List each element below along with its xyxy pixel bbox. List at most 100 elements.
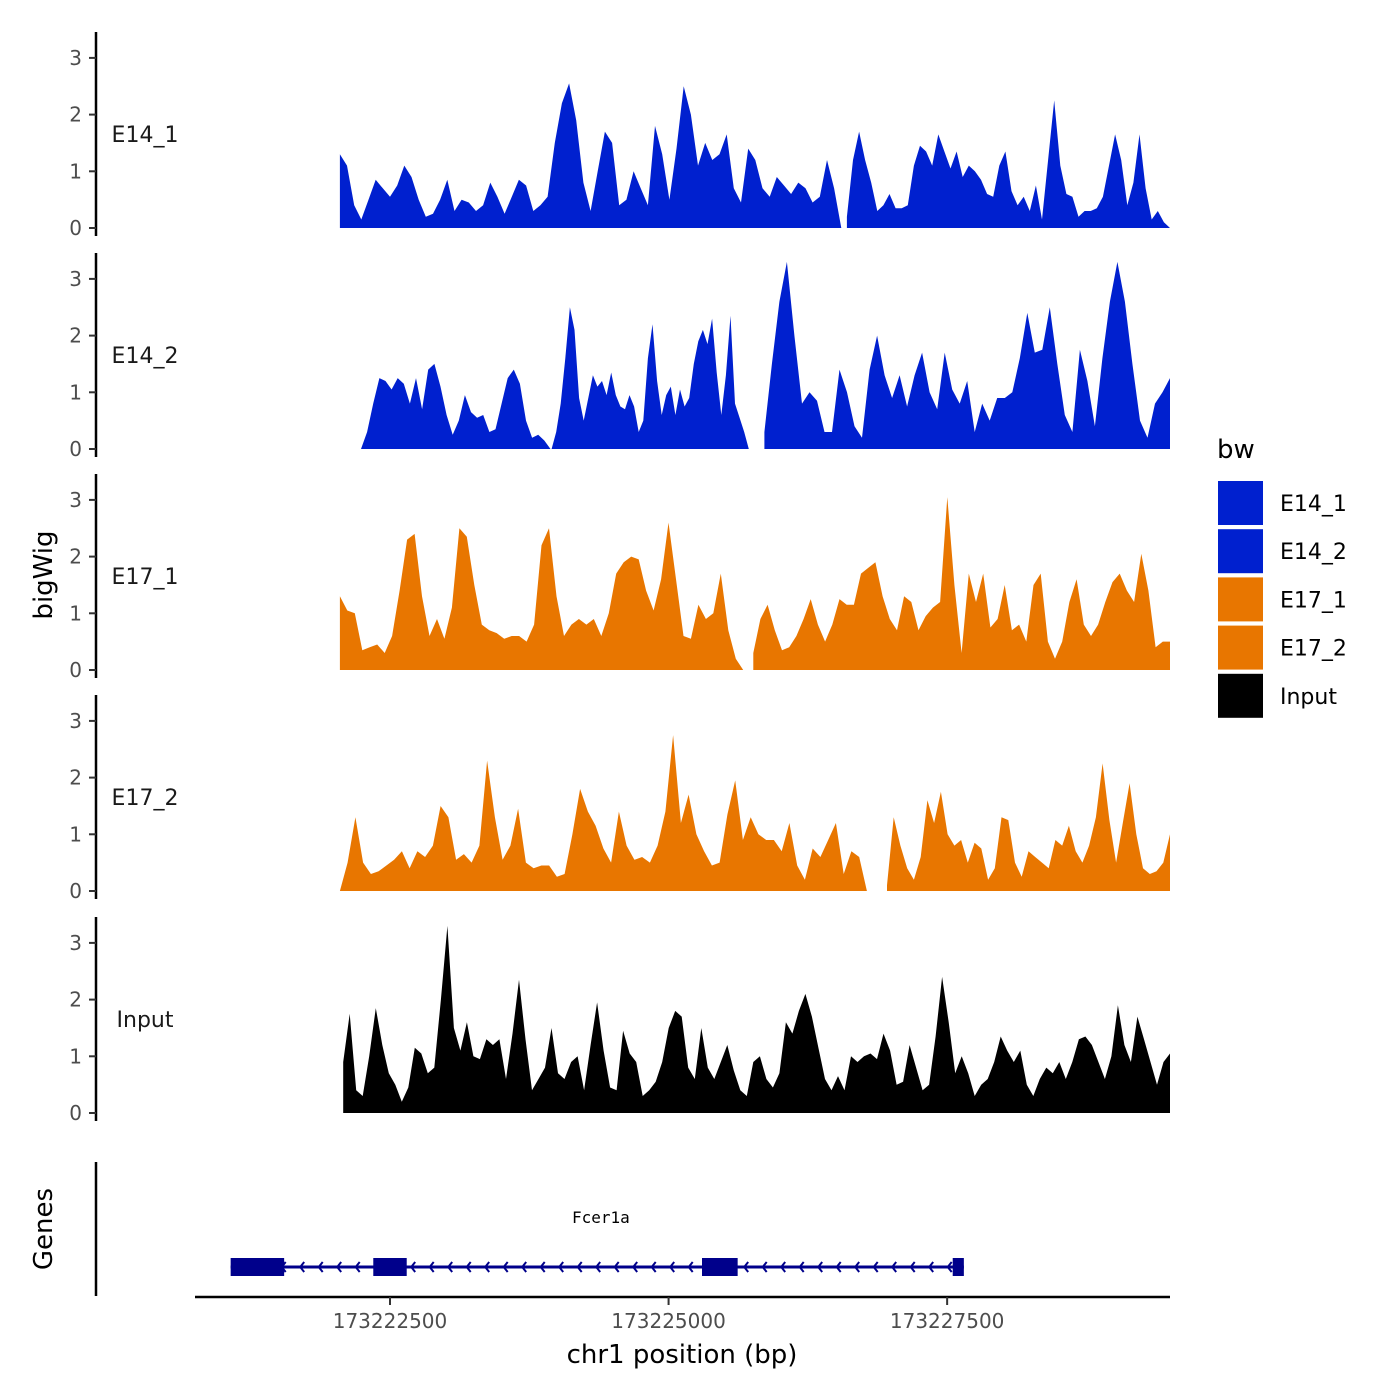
strand-arrow — [687, 1261, 694, 1273]
gene-model — [230, 1258, 964, 1276]
y-axis-title: bigWig — [29, 530, 59, 619]
legend-item: Input — [1218, 673, 1337, 718]
strand-arrow — [465, 1261, 472, 1273]
coverage-area — [551, 307, 749, 449]
y-tick-label: 0 — [69, 1101, 82, 1125]
y-tick-label: 3 — [69, 267, 82, 291]
y-tick-label: 0 — [69, 658, 82, 682]
coverage-area — [753, 497, 1170, 670]
x-tick-label: 173227500 — [890, 1309, 1005, 1333]
gene-track: Genes Fcer1a — [29, 1162, 964, 1296]
y-tick-label: 3 — [69, 709, 82, 733]
strand-arrow — [428, 1261, 435, 1273]
y-tick-label: 2 — [69, 766, 82, 790]
strand-arrow — [298, 1261, 305, 1273]
track-E17_1: 0 1 2 3 E17_1 — [69, 474, 1170, 682]
coverage-area — [343, 925, 1170, 1113]
y-tick-label: 2 — [69, 324, 82, 348]
coverage-area — [887, 763, 1170, 891]
legend-title: bw — [1217, 435, 1255, 465]
track-Input: 0 1 2 3 Input — [69, 917, 1170, 1125]
track-E14_2: 0 1 2 3 E14_2 — [69, 253, 1170, 461]
coverage-area — [339, 735, 867, 891]
track-label: E17_1 — [112, 565, 179, 590]
strand-arrow — [557, 1261, 564, 1273]
y-tick-label: 3 — [69, 931, 82, 955]
y-tick-label: 3 — [69, 46, 82, 70]
strand-arrow — [668, 1261, 675, 1273]
strand-arrow — [816, 1261, 823, 1273]
x-axis-title: chr1 position (bp) — [567, 1340, 798, 1370]
strand-arrow — [354, 1261, 361, 1273]
track-label: Input — [117, 1008, 174, 1033]
strand-arrow — [853, 1261, 860, 1273]
strand-arrow — [761, 1261, 768, 1273]
x-axis-ticks: 173222500 173225000 173227500 — [333, 1297, 1005, 1333]
legend-items: E14_1 E14_2 E17_1 E17_2 Input — [1218, 481, 1347, 718]
legend-item: E17_2 — [1218, 625, 1347, 670]
strand-arrow — [335, 1261, 342, 1273]
track-E14_1: 0 1 2 3 E14_1 — [69, 32, 1170, 240]
track-E17_2: 0 1 2 3 E17_2 — [69, 695, 1170, 903]
gene-name-label: Fcer1a — [572, 1208, 630, 1227]
legend-item: E14_1 — [1218, 481, 1347, 525]
y-tick-label: 2 — [69, 988, 82, 1012]
legend: bw E14_1 E14_2 E17_1 E17_2 Input — [1217, 435, 1347, 718]
y-tick-label: 2 — [69, 545, 82, 569]
gene-exon — [230, 1258, 285, 1276]
strand-arrow — [909, 1261, 916, 1273]
y-tick-label: 1 — [69, 380, 82, 404]
y-tick-label: 0 — [69, 879, 82, 903]
x-tick-label: 173222500 — [333, 1309, 448, 1333]
track-label: E14_2 — [112, 344, 179, 369]
legend-swatch — [1218, 481, 1263, 525]
y-tick-label: 1 — [69, 159, 82, 183]
y-tick-label: 1 — [69, 1044, 82, 1068]
legend-label: E17_1 — [1280, 588, 1347, 613]
strand-arrow — [576, 1261, 583, 1273]
strand-arrow — [835, 1261, 842, 1273]
strand-arrow — [613, 1261, 620, 1273]
strand-arrow — [742, 1261, 749, 1273]
gene-exon — [952, 1258, 964, 1276]
track-label: E14_1 — [112, 123, 179, 148]
legend-swatch — [1218, 625, 1263, 670]
strand-arrow — [946, 1261, 953, 1273]
legend-label: E17_2 — [1280, 637, 1347, 662]
strand-arrow — [927, 1261, 934, 1273]
legend-item: E17_1 — [1218, 577, 1347, 622]
gene-track-title: Genes — [29, 1188, 59, 1270]
strand-arrow — [650, 1261, 657, 1273]
strand-arrow — [539, 1261, 546, 1273]
legend-label: E14_2 — [1280, 540, 1347, 565]
y-tick-label: 1 — [69, 822, 82, 846]
strand-arrow — [872, 1261, 879, 1273]
gene-exon — [373, 1258, 407, 1276]
strand-arrow — [520, 1261, 527, 1273]
strand-arrow — [502, 1261, 509, 1273]
track-label: E17_2 — [112, 786, 179, 811]
coverage-area — [361, 363, 551, 449]
coverage-area — [339, 83, 842, 229]
legend-label: Input — [1280, 685, 1337, 710]
strand-arrow — [409, 1261, 416, 1273]
coverage-area — [339, 522, 744, 670]
legend-swatch — [1218, 673, 1263, 718]
y-tick-label: 0 — [69, 437, 82, 461]
legend-swatch — [1218, 529, 1263, 574]
y-tick-label: 1 — [69, 601, 82, 625]
y-tick-label: 3 — [69, 488, 82, 512]
strand-arrow — [483, 1261, 490, 1273]
x-axis: 173222500 173225000 173227500 chr1 positio… — [195, 1295, 1170, 1370]
coverage-area — [846, 100, 1170, 228]
strand-arrow — [631, 1261, 638, 1273]
strand-arrow — [779, 1261, 786, 1273]
strand-arrow — [594, 1261, 601, 1273]
strand-arrow — [446, 1261, 453, 1273]
strand-arrow — [317, 1261, 324, 1273]
y-tick-label: 0 — [69, 216, 82, 240]
legend-item: E14_2 — [1218, 529, 1347, 574]
gene-exon — [702, 1258, 738, 1276]
y-tick-label: 2 — [69, 103, 82, 127]
